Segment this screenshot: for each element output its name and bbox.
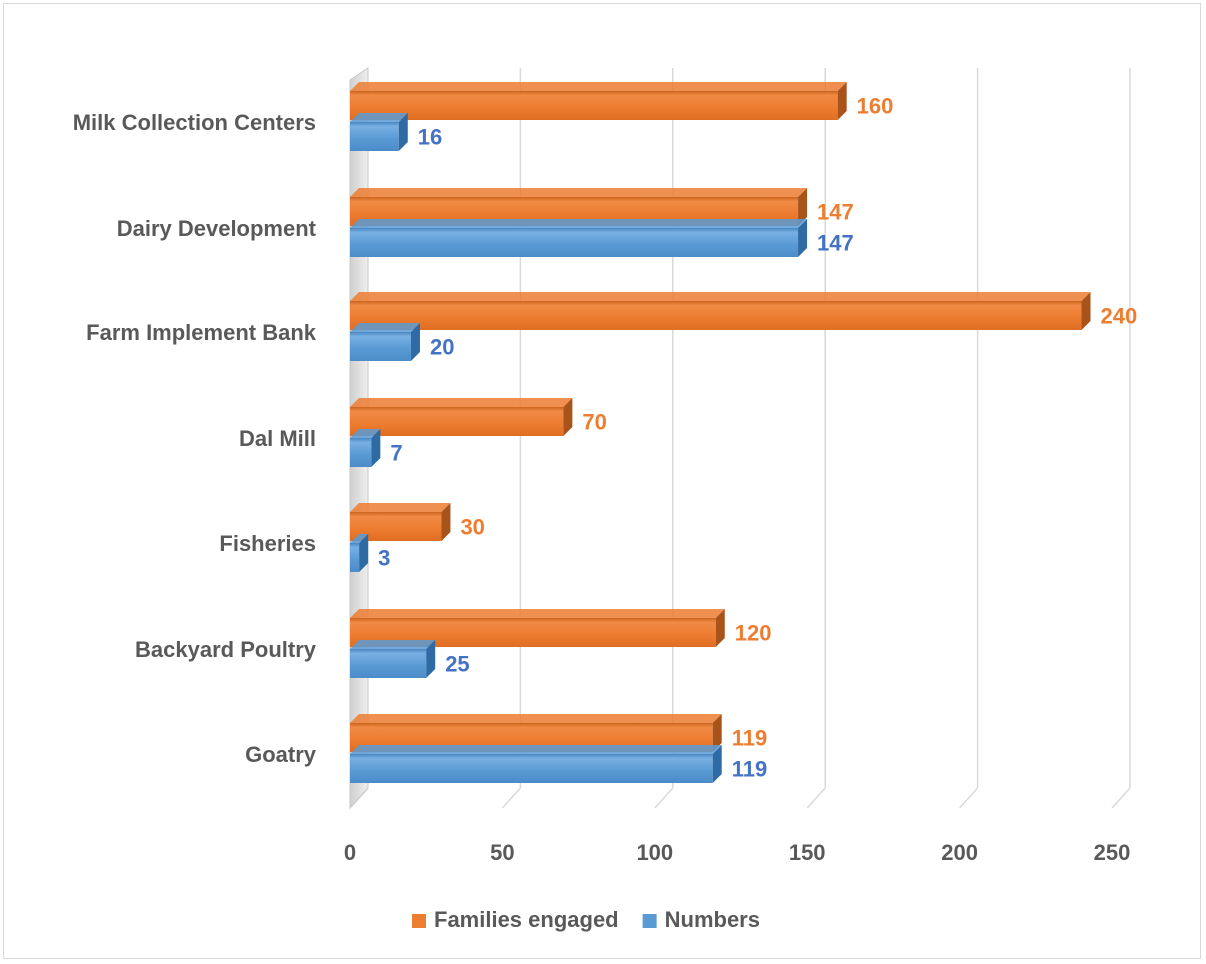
data-label: 20 — [430, 334, 454, 359]
bar-top-face — [350, 714, 722, 723]
bar-top-face — [350, 113, 408, 122]
data-label: 119 — [732, 756, 768, 781]
bar — [350, 407, 564, 436]
x-axis-ticks: 0 50 100 150 200 250 — [344, 840, 1130, 865]
data-label: 25 — [445, 651, 469, 676]
bar-end-face — [371, 429, 381, 467]
category-labels: Milk Collection Centers Dairy Development… — [73, 110, 317, 767]
data-label: 70 — [582, 409, 606, 434]
legend-swatch — [412, 914, 426, 928]
category-label: Dairy Development — [117, 216, 317, 241]
floor-gridline — [959, 787, 979, 809]
bar-top-face — [350, 503, 451, 512]
bar-end-face — [715, 609, 725, 647]
x-tick-label: 100 — [636, 840, 673, 865]
bar — [350, 332, 411, 361]
bar-end-face — [398, 113, 408, 151]
data-label: 119 — [732, 725, 768, 750]
bar-end-face — [712, 714, 722, 752]
bar-end-face — [410, 323, 420, 361]
bar — [350, 91, 838, 120]
floor-gridline — [501, 787, 521, 809]
bar-top-face — [350, 398, 573, 407]
bar-end-face — [359, 534, 369, 572]
x-tick-label: 50 — [490, 840, 514, 865]
data-label: 16 — [418, 124, 442, 149]
bar-end-face — [1081, 292, 1091, 330]
floor-gridline — [654, 787, 674, 809]
bar — [350, 301, 1082, 330]
bar — [350, 122, 399, 151]
bar-top-face — [350, 188, 808, 197]
category-label: Milk Collection Centers — [73, 110, 316, 135]
data-label: 240 — [1101, 303, 1138, 328]
data-label: 147 — [817, 199, 854, 224]
bar-top-face — [350, 219, 808, 228]
x-tick-label: 250 — [1094, 840, 1131, 865]
data-label: 120 — [735, 620, 772, 645]
bars: 160 147 240 70 30 120 119 16 147 20 7 3 25 119 — [350, 82, 1137, 783]
floor-gridline — [806, 787, 826, 809]
data-label: 147 — [817, 230, 854, 255]
category-label: Farm Implement Bank — [86, 320, 317, 345]
category-label: Goatry — [245, 742, 317, 767]
category-label: Backyard Poultry — [135, 637, 317, 662]
data-label: 30 — [460, 514, 484, 539]
bar-top-face — [350, 82, 847, 91]
floor-gridline — [1111, 787, 1131, 809]
bar-end-face — [798, 188, 808, 226]
data-label: 7 — [390, 440, 402, 465]
legend-swatch — [642, 914, 657, 928]
bar-top-face — [350, 429, 381, 438]
gridlines — [349, 68, 1131, 809]
bar-top-face — [350, 640, 436, 649]
bar-end-face — [712, 745, 722, 783]
bar — [350, 649, 427, 678]
x-tick-label: 0 — [344, 840, 356, 865]
bar-top-face — [350, 323, 420, 332]
bar-end-face — [563, 398, 573, 436]
bar — [350, 438, 372, 467]
x-tick-label: 150 — [789, 840, 826, 865]
legend-label: Numbers — [665, 907, 760, 932]
chart-frame — [3, 3, 1201, 959]
bar-top-face — [350, 534, 369, 543]
bar-end-face — [837, 82, 847, 120]
bar-end-face — [798, 219, 808, 257]
data-label: 160 — [857, 93, 894, 118]
x-tick-label: 200 — [941, 840, 978, 865]
legend-label: Families engaged — [434, 907, 619, 932]
bar — [350, 754, 713, 783]
bar-top-face — [350, 292, 1091, 301]
legend: Families engaged Numbers — [412, 907, 760, 932]
bar-top-face — [350, 609, 725, 618]
bar — [350, 228, 799, 257]
category-label: Fisheries — [219, 531, 316, 556]
bar — [350, 543, 360, 572]
data-label: 3 — [378, 545, 390, 570]
category-label: Dal Mill — [239, 426, 316, 451]
bar-top-face — [350, 745, 722, 754]
bar-end-face — [426, 640, 436, 678]
bar-end-face — [441, 503, 451, 541]
